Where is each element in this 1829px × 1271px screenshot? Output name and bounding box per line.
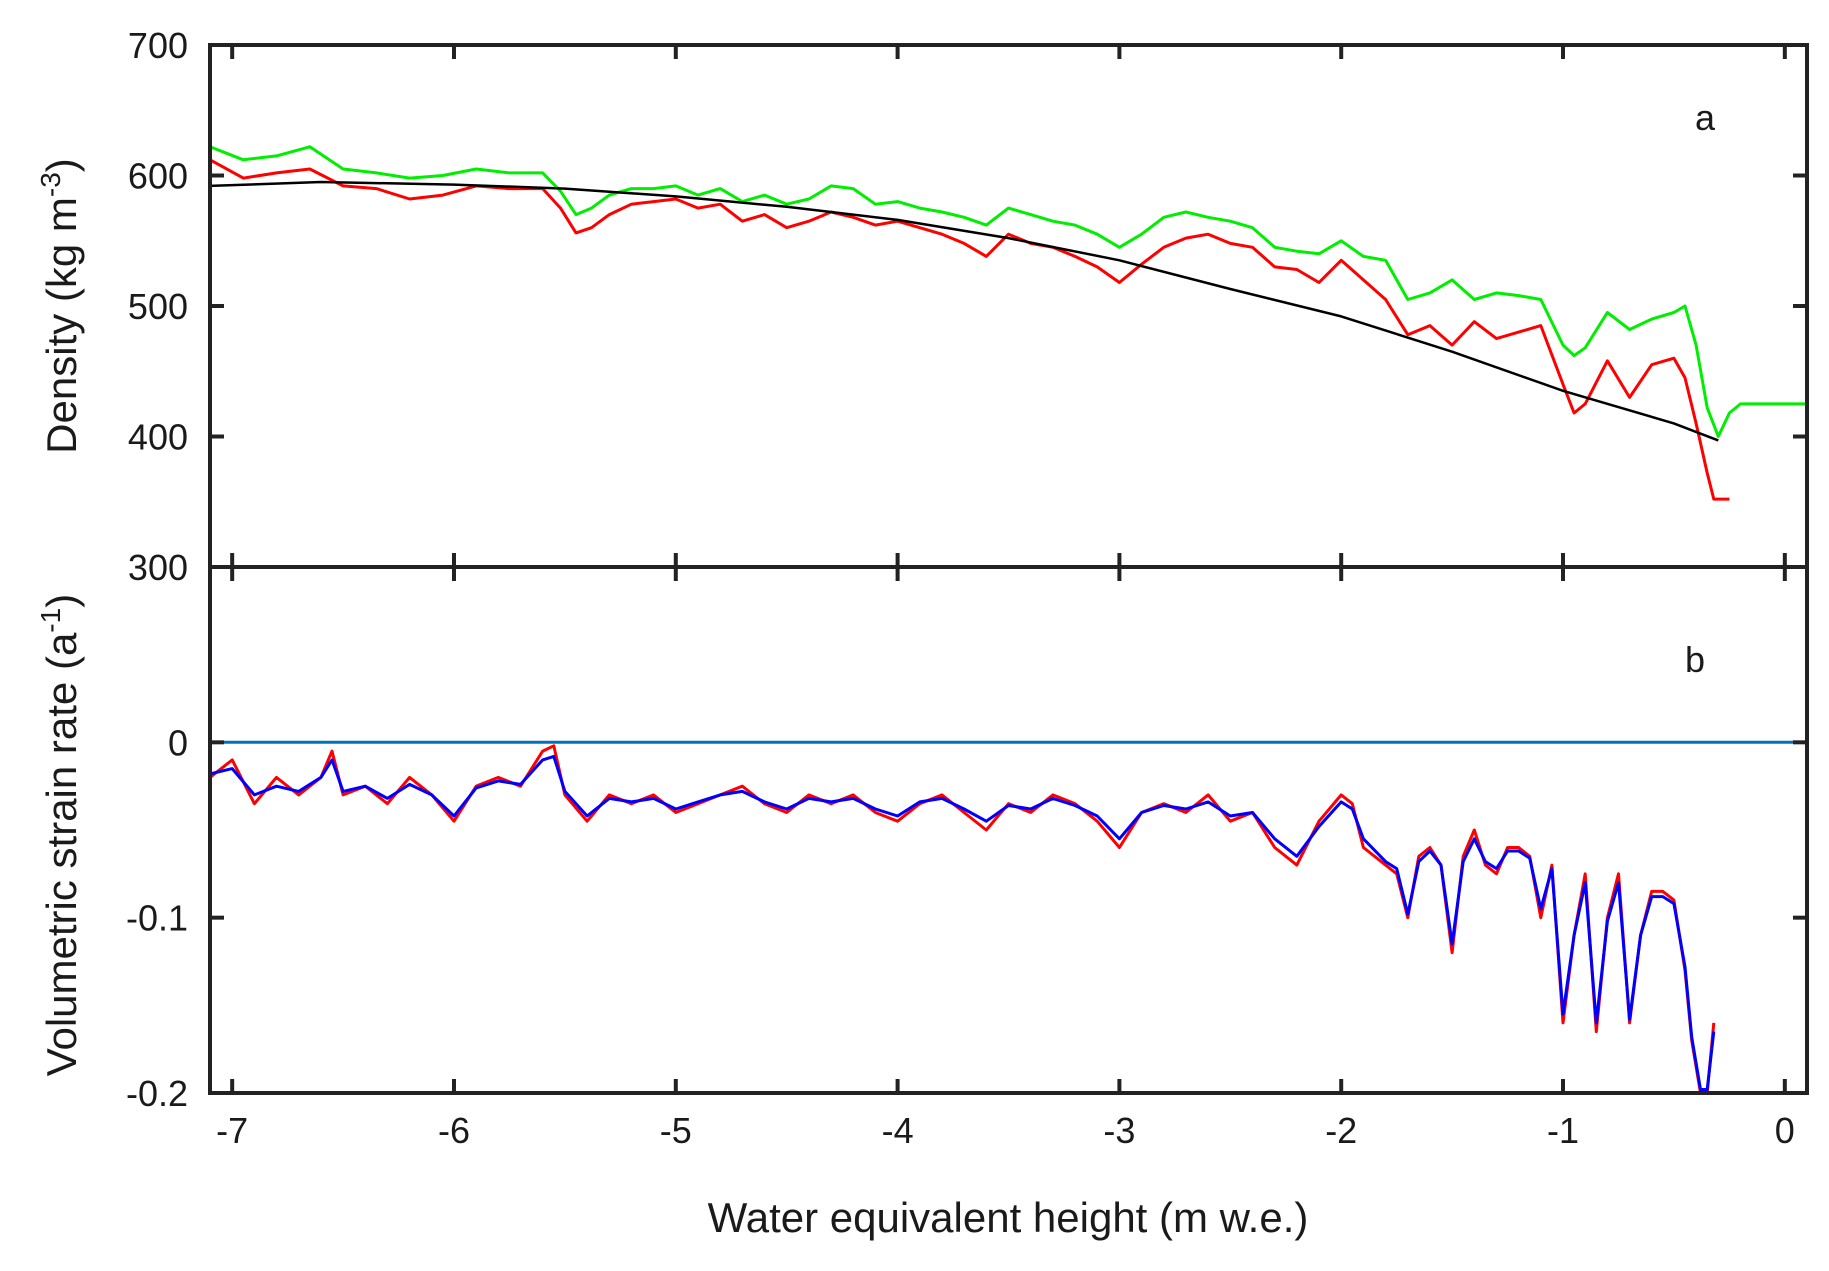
panel-a-y-label-superscript: -3 [35,172,66,197]
panel-a-y-label-end: ) [38,158,85,172]
panel-a-y-axis-label: Density (kg m-3) [35,158,85,454]
panel-a-series [210,145,1807,501]
panel-a: 300 400 500 600 700 a Density (kg m-3) [35,25,1809,588]
panel-a-series-1-line [210,158,1730,501]
panel-b-y-tick-label: 0 [168,722,188,763]
panel-b-frame [208,565,1809,1095]
panel-b-label: b [1685,639,1705,680]
panel-b-series-2-line [210,754,1716,1091]
x-axis-label: Water equivalent height (m w.e.) [708,1194,1309,1241]
panel-b-y-label-end: ) [38,594,85,608]
panel-a-y-tick-label: 700 [128,25,188,66]
panel-a-y-tick-label: 600 [128,156,188,197]
panel-a-frame [208,43,1809,569]
x-tick-label: -6 [438,1110,470,1151]
x-tick-label: 0 [1775,1110,1795,1151]
panel-b-y-tick-label: -0.1 [126,898,188,939]
panel-b-y-axis-label: Volumetric strain rate (a-1) [35,594,85,1076]
panel-a-y-label-main: Density (kg m [38,197,85,454]
panel-b-y-tick-label: -0.2 [126,1073,188,1114]
panel-b-y-ticks: -0.2 -0.1 0 [126,722,1807,1114]
panel-a-x-ticks [230,45,1787,567]
panel-a-series-3-line [210,180,1719,442]
x-tick-label: -5 [660,1110,692,1151]
x-tick-label: -2 [1325,1110,1357,1151]
panel-a-series-2-line [210,145,1807,438]
x-tick-label: -3 [1103,1110,1135,1151]
panel-b: -0.2 -0.1 0 -7 -6 -5 -4 -3 -2 -1 0 b Volumetric s… [35,565,1809,1151]
panel-b-y-label-superscript: -1 [35,608,66,633]
x-tick-label: -1 [1547,1110,1579,1151]
panel-a-y-tick-label: 300 [128,547,188,588]
panel-a-y-tick-label: 400 [128,417,188,458]
x-tick-label: -7 [216,1110,248,1151]
x-tick-label: -4 [882,1110,914,1151]
panel-b-y-label-main: Volumetric strain rate (a [38,632,85,1076]
panel-a-y-tick-label: 500 [128,286,188,327]
panel-b-x-ticks: -7 -6 -5 -4 -3 -2 -1 0 [216,567,1795,1151]
panel-a-label: a [1695,97,1716,138]
panel-b-series [210,740,1807,1093]
panel-a-y-ticks: 300 400 500 600 700 [128,25,1807,588]
